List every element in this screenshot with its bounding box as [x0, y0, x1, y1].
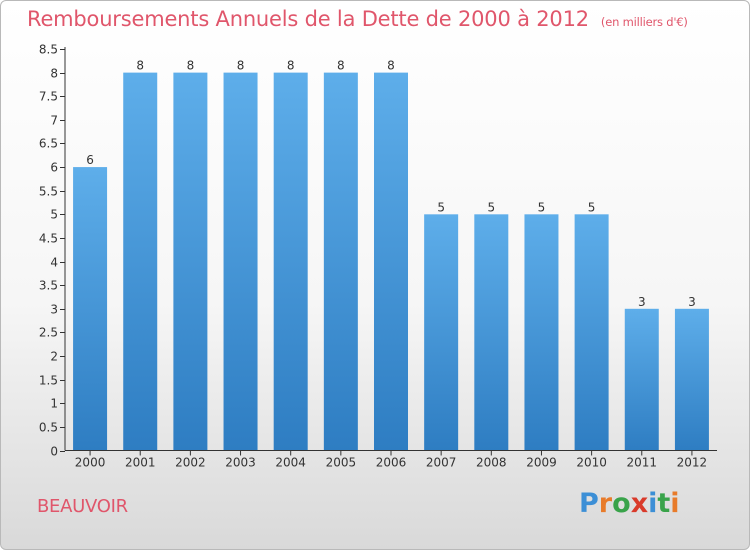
bar-2010	[574, 214, 609, 451]
data-label-2011: 3	[638, 295, 646, 309]
data-label-2009: 5	[538, 200, 546, 214]
bar-2004	[273, 72, 308, 451]
y-tick-label: 5.5	[39, 185, 58, 199]
bar-2000	[73, 167, 108, 451]
data-label-2004: 8	[287, 59, 295, 73]
x-tick-label: 2007	[426, 456, 457, 470]
data-label-2001: 8	[136, 59, 144, 73]
y-tick-label: 3	[50, 303, 58, 317]
y-tick-label: 0	[50, 445, 58, 459]
chart-title: Remboursements Annuels de la Dette de 20…	[27, 7, 688, 31]
bar-2007	[424, 214, 459, 451]
y-tick-label: 2.5	[39, 326, 58, 340]
bar-2009	[524, 214, 559, 451]
bar-2006	[374, 72, 408, 451]
logo-letter: x	[630, 488, 649, 519]
data-labels: 6 8 8 8 8 8 8 5 5 5 5 3 3	[86, 59, 695, 309]
x-tick-label: 2012	[677, 456, 708, 470]
y-tick-label: 8	[50, 67, 58, 81]
bar-2005	[323, 72, 358, 451]
proxiti-logo[interactable]: Proxiti	[579, 488, 680, 519]
y-tick-label: 1	[50, 397, 58, 411]
y-tick-label: 2	[50, 350, 58, 364]
x-tick-label: 2005	[326, 456, 357, 470]
logo-letter: i	[648, 488, 658, 519]
data-label-2010: 5	[588, 200, 596, 214]
y-tick-label: 7.5	[39, 90, 58, 104]
x-tick-label: 2004	[275, 456, 306, 470]
bar-2012	[674, 308, 709, 451]
data-label-2008: 5	[487, 200, 495, 214]
x-tick-label: 2003	[225, 456, 256, 470]
y-tick-label: 0.5	[39, 421, 58, 435]
y-axis: 0 0.5 1 1.5 2 2.5 3 3.5 4 4.5 5 5.5 6 6.5 7 7.5 8 8.5	[39, 43, 66, 459]
data-label-2002: 8	[187, 59, 195, 73]
bar-2003	[223, 72, 258, 451]
x-tick-label: 2001	[125, 456, 156, 470]
bar-2001	[123, 72, 158, 451]
y-tick-label: 6	[50, 161, 58, 175]
x-tick-label: 2011	[626, 456, 657, 470]
data-label-2000: 6	[86, 153, 94, 167]
y-tick-label: 1.5	[39, 374, 58, 388]
y-tick-label: 4.5	[39, 232, 58, 246]
y-tick-label: 7	[50, 114, 58, 128]
logo-letter: P	[579, 488, 599, 519]
x-tick-label: 2006	[376, 456, 407, 470]
x-tick-label: 2009	[526, 456, 557, 470]
y-tick-label: 3.5	[39, 279, 58, 293]
logo-letter: t	[657, 488, 671, 519]
bar-2008	[474, 214, 509, 451]
logo-letter: r	[598, 488, 613, 519]
x-tick-label: 2002	[175, 456, 206, 470]
logo-letter: o	[612, 488, 631, 519]
x-axis: 2000 2001 2002 2003 2004 2005 2006 2007 2008 2009…	[65, 450, 717, 470]
bar-2011	[624, 308, 659, 451]
data-label-2003: 8	[237, 59, 245, 73]
y-tick-label: 8.5	[39, 43, 58, 57]
data-label-2005: 8	[337, 59, 345, 73]
commune-name: BEAUVOIR	[37, 496, 128, 517]
chart-unit: (en milliers d'€)	[600, 15, 688, 29]
y-tick-label: 6.5	[39, 137, 58, 151]
x-tick-label: 2000	[75, 456, 106, 470]
data-label-2007: 5	[437, 200, 445, 214]
bar-series	[73, 72, 709, 451]
chart-title-text: Remboursements Annuels de la Dette de 20…	[27, 7, 589, 31]
data-label-2012: 3	[688, 295, 696, 309]
x-tick-label: 2010	[576, 456, 607, 470]
x-tick-label: 2008	[476, 456, 507, 470]
y-tick-label: 4	[50, 256, 58, 270]
data-label-2006: 8	[387, 59, 395, 73]
bar-2002	[173, 72, 208, 451]
y-tick-label: 5	[50, 208, 58, 222]
logo-letter: i	[670, 488, 680, 519]
